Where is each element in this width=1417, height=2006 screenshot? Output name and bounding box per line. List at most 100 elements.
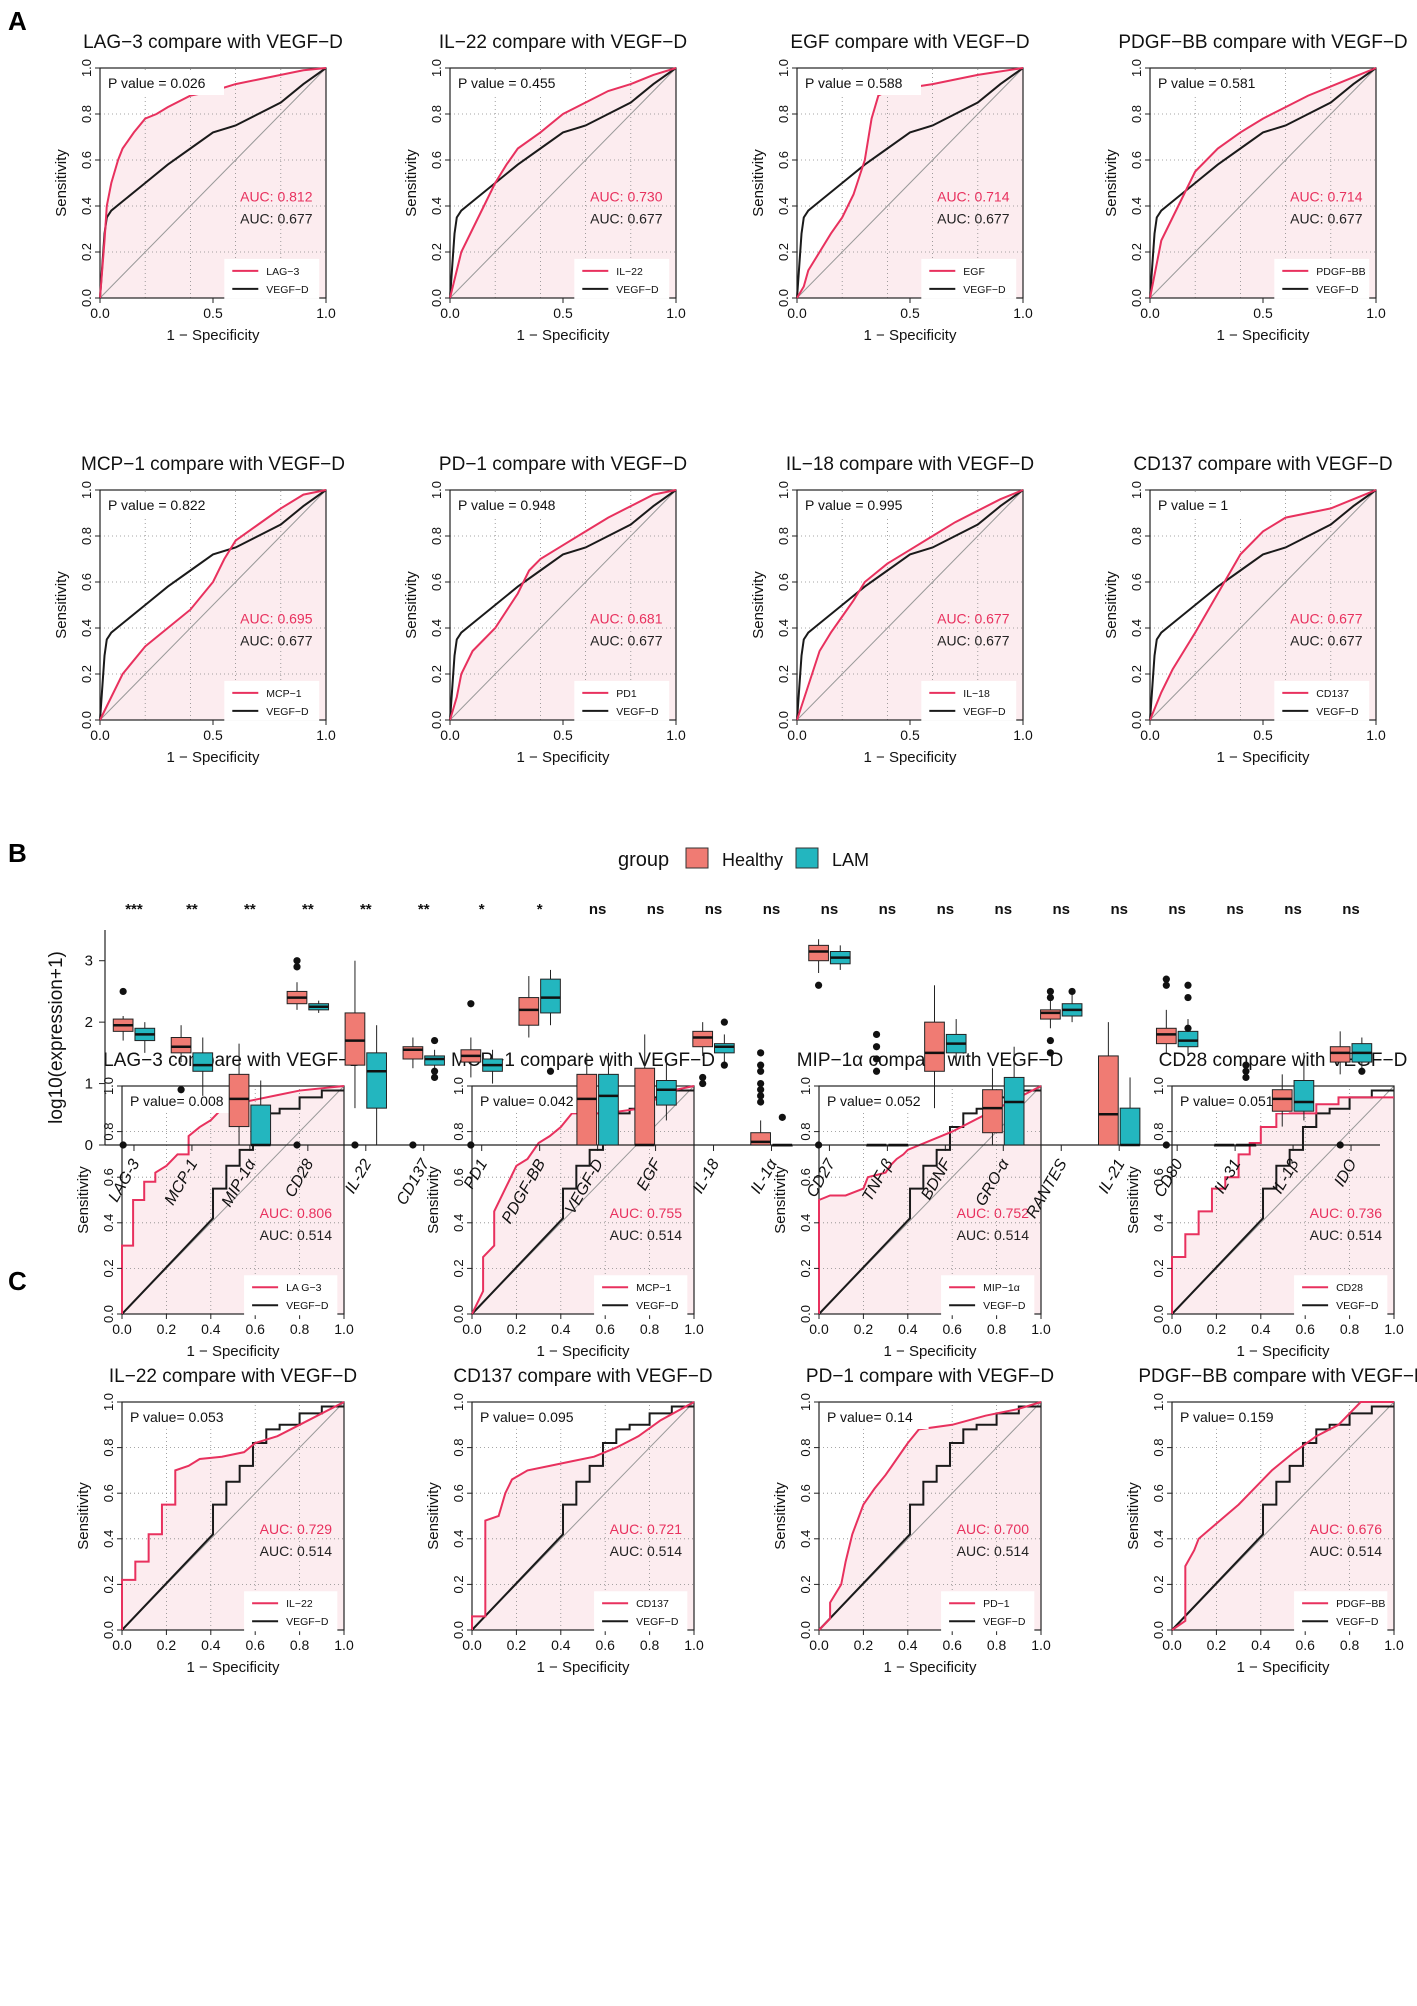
roc-fill <box>1172 1097 1394 1314</box>
x-axis-label: 1 − Specificity <box>537 1659 630 1676</box>
legend-swatch-healthy <box>685 847 709 869</box>
box-body <box>540 978 561 1014</box>
x-tick-label: 1.0 <box>666 305 686 321</box>
roc-panel-16: PDGF−BB compare with VEGF−D 0.0 0.2 0.4 0.6 0… <box>1125 1366 1417 1676</box>
box-body <box>192 1052 214 1072</box>
diagonal-line <box>796 489 1024 721</box>
roc-title: IL−18 compare with VEGF−D <box>786 454 1034 475</box>
x-tick-label: 1.0 <box>1031 1637 1051 1653</box>
roc-title: IL−22 compare with VEGF−D <box>439 32 687 53</box>
roc-panel-1: LAG−3 compare with VEGF−D 0.0 0.2 0.4 0.6 0.8… <box>53 32 343 344</box>
p-value-text: P value = 0.822 <box>108 497 206 513</box>
box-body <box>1155 1027 1177 1045</box>
x-tick-label: 0.4 <box>551 1321 571 1337</box>
y-tick-label: 0.2 <box>798 1259 813 1277</box>
legend-label-lam: LAM <box>832 850 869 870</box>
box-body <box>250 1104 272 1146</box>
auc-marker-text: AUC: 0.721 <box>610 1521 683 1537</box>
y-tick-label: 0.2 <box>776 665 791 683</box>
p-value-box <box>821 1405 929 1429</box>
roc-curve-marker <box>818 1401 1042 1631</box>
y-tick-label: 0.2 <box>451 1259 466 1277</box>
significance-label: ns <box>1168 901 1186 918</box>
roc-panel-12: CD28 compare with VEGF−D0.00.20.40.60.81… <box>1125 1050 1407 1360</box>
auc-marker-text: AUC: 0.736 <box>1310 1205 1383 1221</box>
box-outlier <box>1046 987 1055 996</box>
p-value-box <box>452 493 574 517</box>
legend-box <box>594 1591 688 1632</box>
x-tick-label: 1.0 <box>1013 727 1033 743</box>
y-tick-label: 1 <box>85 1076 93 1093</box>
roc-panel-9: LAG−3 compare with VEGF−D 0.0 0.2 0.4 0.6 0.8… <box>75 1050 363 1360</box>
legend-label-reference: VEGF−D <box>636 1616 679 1628</box>
x-tick-label: 0.5 <box>1253 305 1273 321</box>
significance-label: ns <box>1342 901 1360 918</box>
legend-label-marker: CD137 <box>636 1598 669 1610</box>
x-axis-label: 1 − Specificity <box>187 1343 280 1360</box>
y-tick-label: 0.6 <box>79 151 94 169</box>
legend-label-reference: VEGF−D <box>286 1300 329 1312</box>
y-tick-label: 1.0 <box>101 1077 116 1095</box>
p-value-text: P value= 0.042 <box>480 1093 574 1109</box>
box-outlier <box>1358 1067 1366 1075</box>
legend-label-reference: VEGF−D <box>963 706 1006 718</box>
roc-curve-marker <box>818 1085 1042 1314</box>
auc-reference-text: AUC: 0.514 <box>957 1543 1030 1559</box>
box-body <box>424 1055 445 1066</box>
auc-reference-text: AUC: 0.677 <box>937 632 1010 648</box>
roc-curve-reference <box>796 489 1024 721</box>
significance-label: *** <box>125 901 143 918</box>
y-tick-label: 0.0 <box>101 1305 116 1323</box>
y-tick-label: 0 <box>85 1137 93 1154</box>
x-tick-label: 0.6 <box>942 1321 962 1337</box>
x-tick-label: 0.6 <box>942 1637 962 1653</box>
x-tick-label: 0.4 <box>898 1321 918 1337</box>
box-body <box>366 1052 387 1109</box>
auc-reference-text: AUC: 0.514 <box>260 1227 333 1243</box>
roc-curve-reference <box>471 1405 694 1631</box>
p-value-box <box>799 493 921 517</box>
roc-panel-4: PDGF−BB compare with VEGF−D 0.0 0.2 0.4 0.6 0… <box>1103 32 1408 344</box>
box-outlier <box>1046 1036 1055 1045</box>
y-tick-label: 0.8 <box>429 105 444 123</box>
x-tick-label: 0.8 <box>987 1321 1007 1337</box>
x-tick-label: 1.0 <box>316 305 336 321</box>
legend-label-marker: MCP−1 <box>266 688 301 700</box>
box-outlier <box>1046 993 1055 1002</box>
y-tick-label: 1.0 <box>451 1393 466 1411</box>
y-tick-label: 0.4 <box>101 1214 116 1232</box>
legend-box <box>1274 258 1370 299</box>
y-tick-label: 1.0 <box>429 481 444 499</box>
legend-label-reference: VEGF−D <box>983 1300 1026 1312</box>
p-value-text: P value= 0.052 <box>827 1093 921 1109</box>
x-tick-label: 0.6 <box>1295 1321 1315 1337</box>
auc-reference-text: AUC: 0.677 <box>590 210 663 226</box>
roc-title: PD−1 compare with VEGF−D <box>439 454 687 475</box>
y-tick-label: 0.0 <box>79 289 94 307</box>
y-tick-label: 1.0 <box>776 481 791 499</box>
box-outlier <box>430 1036 439 1045</box>
y-tick-label: 0.0 <box>798 1621 813 1639</box>
auc-reference-text: AUC: 0.514 <box>957 1227 1030 1243</box>
y-tick-label: 0.6 <box>1151 1484 1166 1502</box>
legend-box <box>574 680 670 721</box>
y-tick-label: 0.2 <box>101 1575 116 1593</box>
roc-curve-marker <box>449 489 677 721</box>
y-axis-label: Sensitivity <box>425 1166 442 1234</box>
y-tick-label: 0.4 <box>776 197 791 215</box>
box-outlier <box>1184 1024 1192 1032</box>
legend-box <box>941 1591 1035 1632</box>
x-axis-label: 1 − Specificity <box>537 1343 630 1360</box>
p-value-text: P value = 0.581 <box>1158 75 1256 91</box>
y-tick-label: 0.2 <box>1151 1259 1166 1277</box>
y-tick-label: 0.0 <box>1151 1305 1166 1323</box>
roc-panel-3: EGF compare with VEGF−D 0.0 0.2 0.4 0.6 0.8 1.… <box>750 32 1033 344</box>
x-axis-label: 1 − Specificity <box>884 1659 977 1676</box>
significance-label: ** <box>186 901 198 918</box>
box-outlier <box>1336 1141 1344 1149</box>
x-tick-label: 0.5 <box>553 727 573 743</box>
p-value-text: P value= 0.008 <box>130 1093 224 1109</box>
roc-panel-8: CD137 compare with VEGF−D 0.0 0.2 0.4 0.6 0.8… <box>1103 454 1393 766</box>
significance-label: ns <box>705 901 723 918</box>
y-axis-label: Sensitivity <box>750 571 767 639</box>
